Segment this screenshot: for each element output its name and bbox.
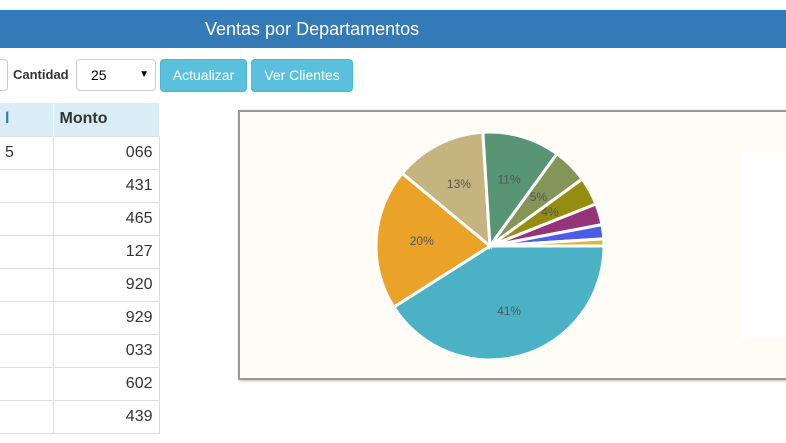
pie-slice — [400, 130, 492, 250]
select-cut[interactable] — [0, 59, 8, 91]
table-cell — [0, 235, 54, 269]
slice-label: 13% — [447, 177, 471, 191]
table-cell — [0, 334, 54, 368]
table-cell: 033 — [53, 334, 160, 368]
slice-label: 5% — [530, 190, 548, 204]
table-cell: 066 — [53, 136, 160, 170]
pie-slice — [489, 237, 606, 248]
slice-label: 41% — [497, 304, 521, 318]
pie-slice — [481, 130, 560, 251]
table-cell — [0, 367, 54, 401]
pie-slice — [374, 171, 493, 310]
quantity-label: Cantidad — [13, 67, 69, 82]
table-cell: 465 — [53, 202, 160, 236]
table-cell — [0, 169, 54, 203]
slice-label: 20% — [410, 234, 434, 248]
column-header: l — [0, 103, 54, 137]
table-cell: 602 — [53, 367, 160, 401]
table-cell: 127 — [53, 235, 160, 269]
update-button[interactable]: Actualizar — [160, 59, 247, 92]
table-cell — [0, 202, 54, 236]
header-title: Ventas por Departamentos — [205, 19, 420, 39]
table-cell: 929 — [53, 301, 160, 335]
header-bar: Ventas por Departamentos — [0, 10, 786, 48]
clients-button[interactable]: Ver Clientes — [251, 59, 353, 92]
legend-box — [742, 152, 786, 338]
table-cell — [0, 268, 54, 302]
sales-table: l Monto 5 066 431 465 127 920 929 033 602 439 — [0, 103, 160, 434]
table-cell: 5 — [0, 136, 54, 170]
table-cell: 439 — [53, 400, 160, 434]
quantity-value: 25 — [91, 67, 107, 83]
table-cell — [0, 301, 54, 335]
slice-label: 11% — [498, 172, 521, 186]
table-cell: 431 — [53, 169, 160, 203]
slice-label: 4% — [541, 205, 559, 219]
table-cell: 920 — [53, 268, 160, 302]
column-header: Monto — [53, 103, 160, 137]
select-arrow: ▼ — [139, 69, 149, 80]
quantity-select[interactable]: 25 ▼ — [76, 59, 156, 91]
table-cell — [0, 400, 54, 434]
